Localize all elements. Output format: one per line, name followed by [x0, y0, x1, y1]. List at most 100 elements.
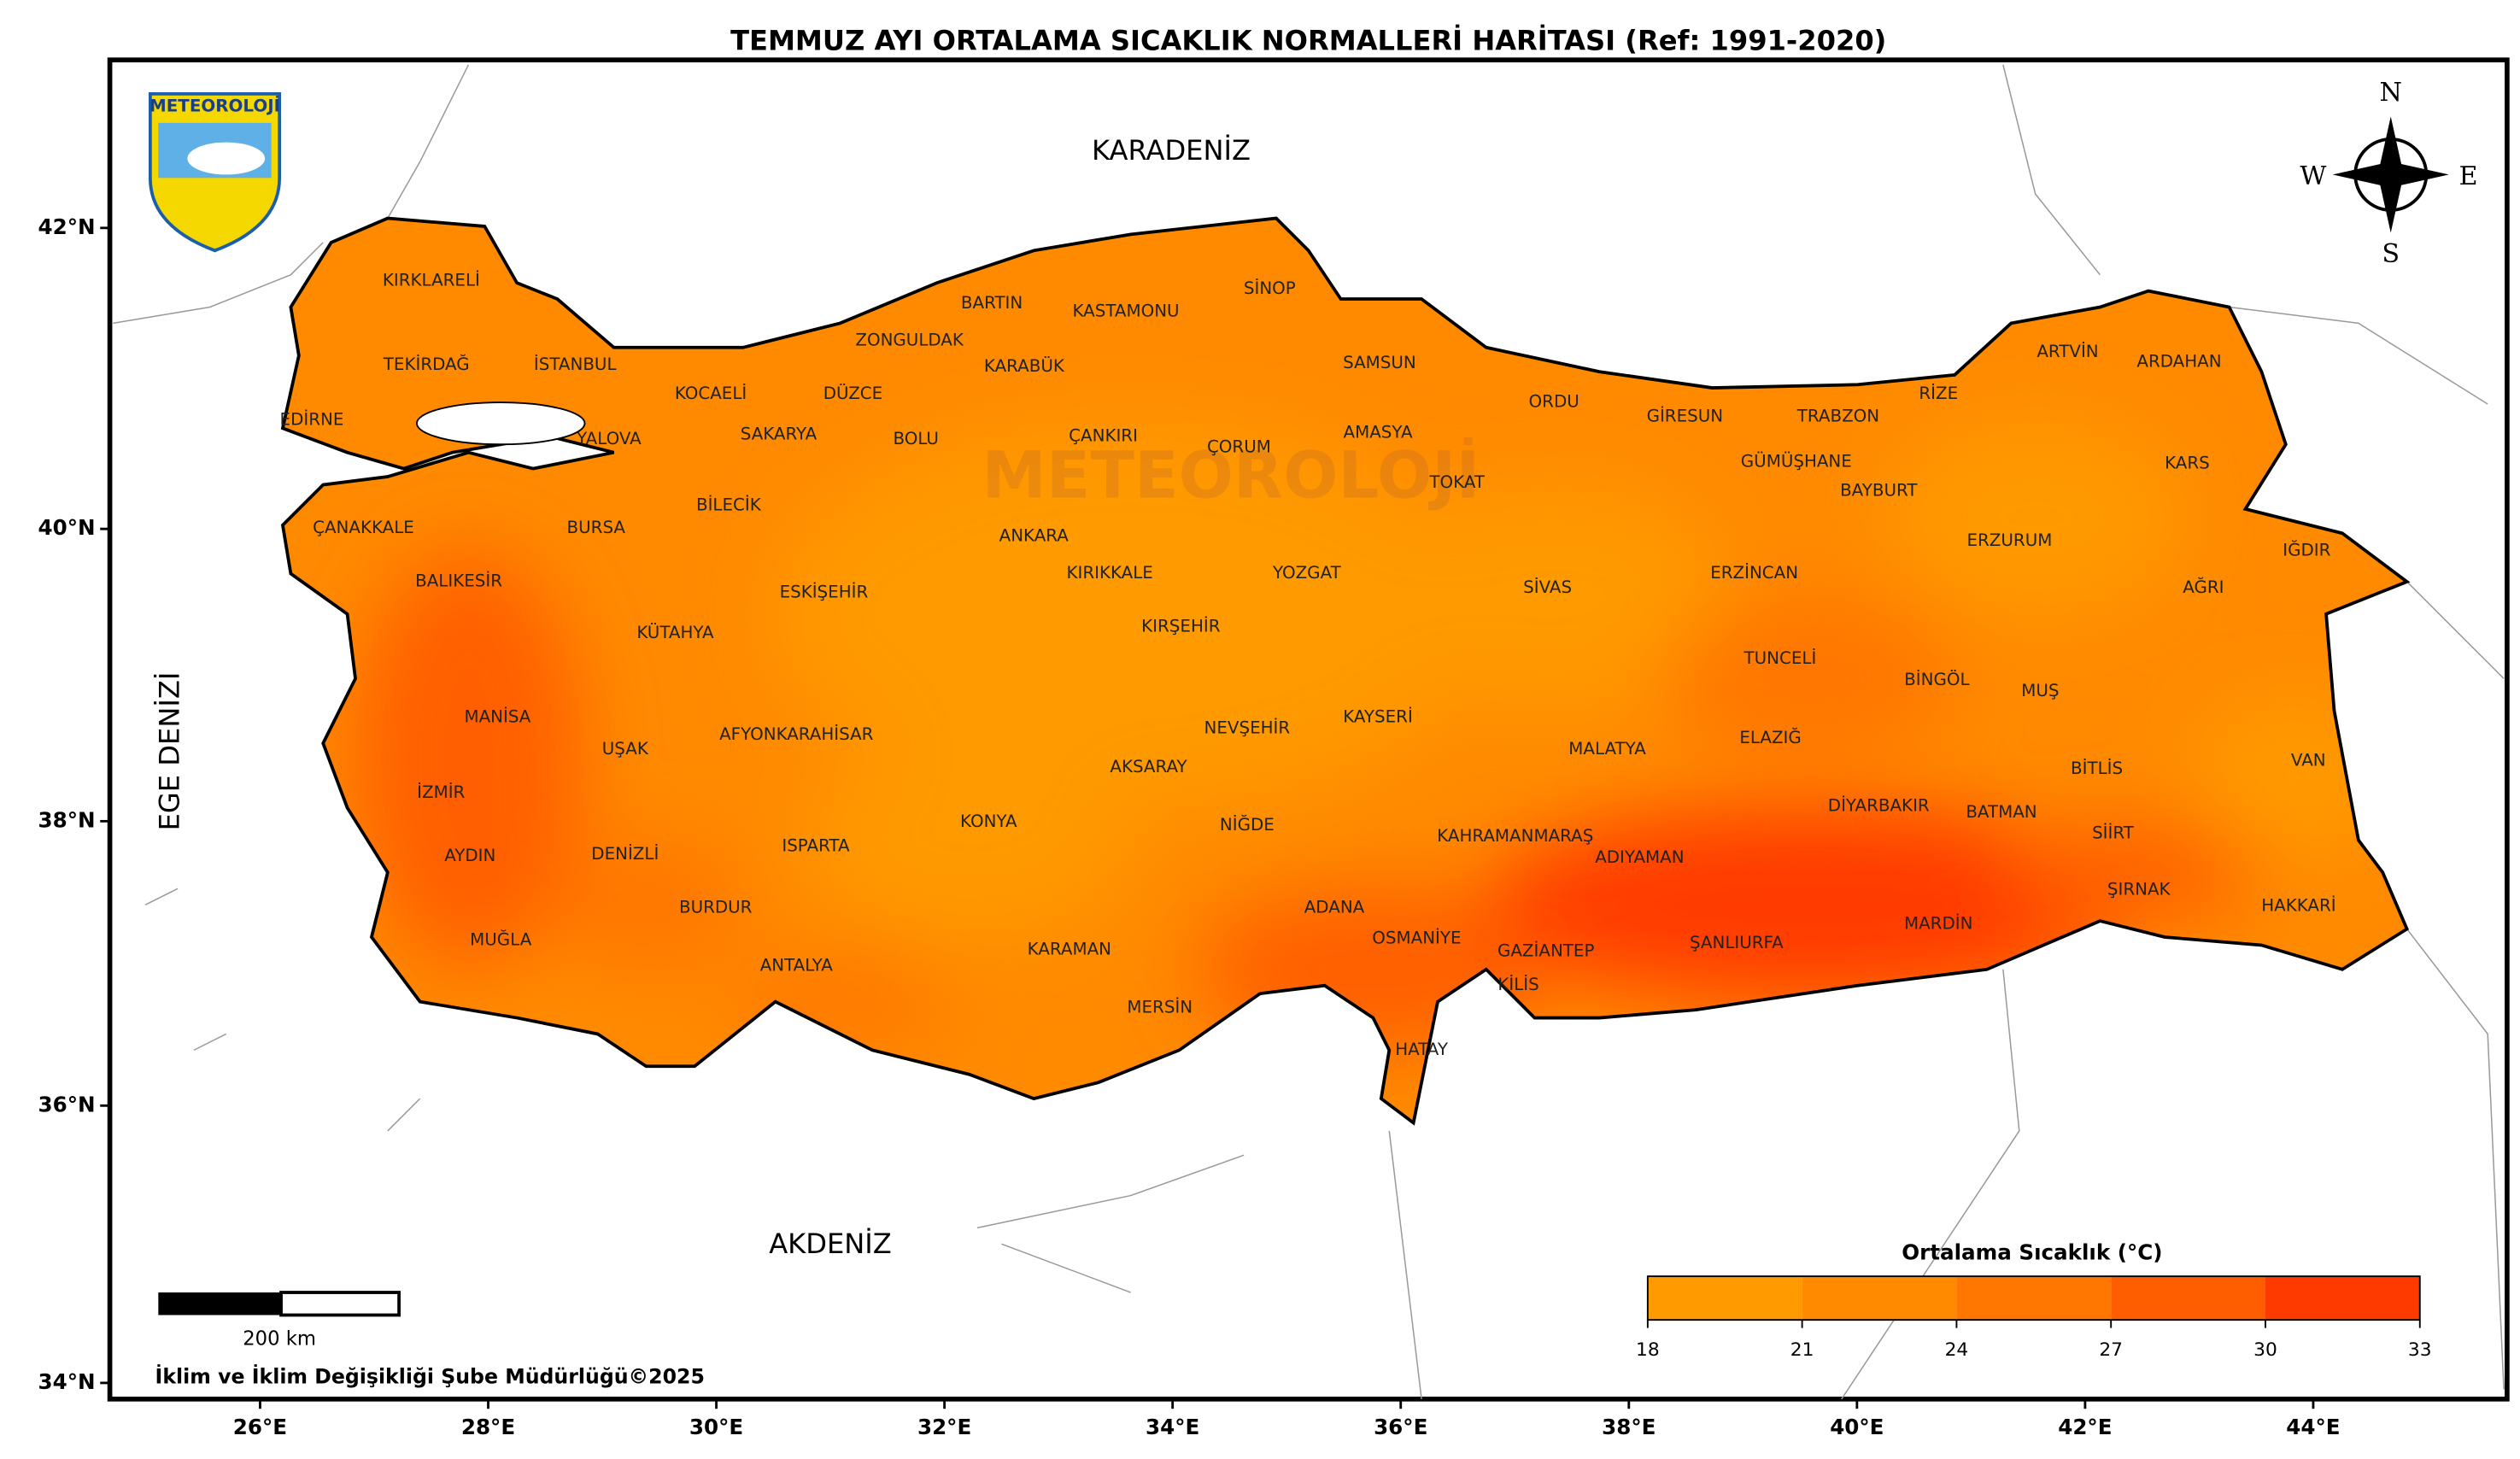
province-label: AYDIN — [444, 846, 495, 865]
lon-label: 36°E — [1374, 1415, 1427, 1439]
legend-swatch — [2265, 1276, 2420, 1321]
province-label: ESKİŞEHİR — [780, 583, 869, 602]
province-label: ISPARTA — [782, 836, 850, 856]
province-label: KÜTAHYA — [636, 623, 714, 642]
legend-tick-label: 21 — [1790, 1339, 1814, 1361]
province-label: ŞIRNAK — [2107, 880, 2171, 899]
province-label: YOZGAT — [1272, 563, 1342, 583]
legend-tick-label: 30 — [2253, 1339, 2277, 1361]
province-label: ELAZIĞ — [1739, 727, 1801, 747]
province-label: YALOVA — [576, 429, 642, 448]
province-label: ADANA — [1304, 897, 1365, 917]
province-label: ANTALYA — [760, 956, 834, 976]
province-label: ARDAHAN — [2136, 351, 2221, 371]
legend-tick-label: 27 — [2099, 1339, 2123, 1361]
province-label: AĞRI — [2183, 577, 2224, 597]
province-label: TEKİRDAĞ — [383, 354, 470, 374]
lon-label: 34°E — [1146, 1415, 1199, 1439]
province-label: EDİRNE — [280, 409, 344, 429]
province-label: MARDİN — [1904, 913, 1972, 933]
temperature-zone — [807, 743, 1131, 937]
legend-swatch — [1647, 1276, 1802, 1321]
lon-label: 42°E — [2058, 1415, 2112, 1439]
temperature-zone — [1373, 484, 1729, 712]
province-label: GÜMÜŞHANE — [1741, 452, 1852, 472]
lon-label: 44°E — [2286, 1415, 2340, 1439]
province-label: AFYONKARAHİSAR — [719, 724, 874, 744]
province-label: ERZİNCAN — [1710, 563, 1798, 583]
temperature-zone — [775, 419, 1486, 808]
map-title: TEMMUZ AYI ORTALAMA SICAKLIK NORMALLERİ … — [730, 24, 1886, 56]
province-label: KIRŞEHİR — [1141, 616, 1221, 636]
province-label: KIRKLARELİ — [383, 271, 480, 290]
province-label: HATAY — [1395, 1040, 1449, 1059]
legend-tick-label: 24 — [1945, 1339, 1969, 1361]
temperature-zone — [355, 549, 582, 970]
scale-label: 200 km — [243, 1327, 316, 1350]
province-label: BURDUR — [679, 897, 753, 917]
lon-label: 32°E — [917, 1415, 971, 1439]
lon-label: 30°E — [689, 1415, 743, 1439]
province-label: NİĞDE — [1220, 814, 1275, 835]
compass-e: E — [2458, 161, 2477, 191]
province-label: KARABÜK — [984, 356, 1065, 376]
province-label: AMASYA — [1344, 422, 1413, 442]
province-label: SİNOP — [1244, 278, 1296, 298]
logo: METEOROLOJİ — [148, 91, 282, 253]
province-label: BURSA — [567, 518, 626, 537]
province-label: KIRIKKALE — [1066, 563, 1152, 583]
province-label: BALIKESİR — [415, 571, 502, 590]
scale-bar: 200 km — [158, 1291, 401, 1350]
temperature-zone — [1890, 419, 2181, 614]
compass-w: W — [2300, 161, 2326, 191]
province-label: RİZE — [1919, 384, 1958, 403]
province-label: DİYARBAKIR — [1828, 795, 1930, 815]
province-label: BİNGÖL — [1904, 670, 1969, 689]
province-label: ANKARA — [999, 526, 1070, 546]
sea-label: EGE DENİZİ — [153, 672, 185, 831]
province-label: KOCAELİ — [675, 384, 747, 403]
province-label: KAYSERİ — [1343, 706, 1413, 726]
lon-label: 38°E — [1602, 1415, 1656, 1439]
neighbour-borders — [113, 64, 2505, 1400]
lon-label: 28°E — [461, 1415, 515, 1439]
province-label: KARS — [2165, 453, 2210, 472]
sea-label: KARADENİZ — [1092, 134, 1251, 167]
compass-n: N — [2379, 78, 2401, 108]
province-label: SİİRT — [2092, 823, 2135, 842]
legend-swatch — [2111, 1276, 2265, 1321]
legend-frame — [1646, 1275, 2421, 1321]
legend-swatch — [1802, 1276, 1957, 1321]
legend-swatch — [1956, 1276, 2112, 1321]
province-label: ÇANAKKALE — [313, 518, 414, 537]
logo-cloud — [187, 142, 266, 175]
province-label: GAZİANTEP — [1497, 941, 1594, 961]
marmara-sea — [415, 401, 586, 446]
watermark: METEOROLOJİ — [982, 437, 1480, 513]
province-label: MERSİN — [1127, 998, 1193, 1017]
scale-bar-white — [279, 1291, 401, 1317]
province-label: ÇANKIRI — [1069, 425, 1138, 445]
province-label: GİRESUN — [1647, 407, 1724, 426]
province-label: ADIYAMAN — [1595, 847, 1684, 867]
legend-tick-label: 33 — [2408, 1339, 2432, 1361]
province-label: BOLU — [893, 429, 938, 448]
scale-bar-black — [158, 1292, 282, 1315]
province-label: ZONGULDAK — [855, 331, 964, 350]
legend-title: Ortalama Sıcaklık (°C) — [1902, 1240, 2162, 1265]
province-label: SAMSUN — [1343, 353, 1416, 372]
province-label: TUNCELİ — [1743, 648, 1817, 668]
temperature-zone — [548, 840, 743, 970]
credit: İklim ve İklim Değişikliği Şube Müdürlüğ… — [155, 1365, 705, 1389]
province-label: VAN — [2291, 750, 2326, 770]
province-label: İSTANBUL — [534, 354, 617, 374]
province-label: UŞAK — [602, 739, 649, 759]
lat-label: 38°N — [38, 807, 96, 832]
province-label: BATMAN — [1966, 802, 2037, 822]
province-label: SİVAS — [1523, 577, 1572, 597]
temperature-zone — [1486, 807, 2133, 1002]
province-label: TOKAT — [1428, 472, 1485, 492]
province-label: MUŞ — [2021, 681, 2059, 700]
province-label: BİLECİK — [696, 495, 762, 515]
temperature-zone — [2002, 823, 2262, 922]
